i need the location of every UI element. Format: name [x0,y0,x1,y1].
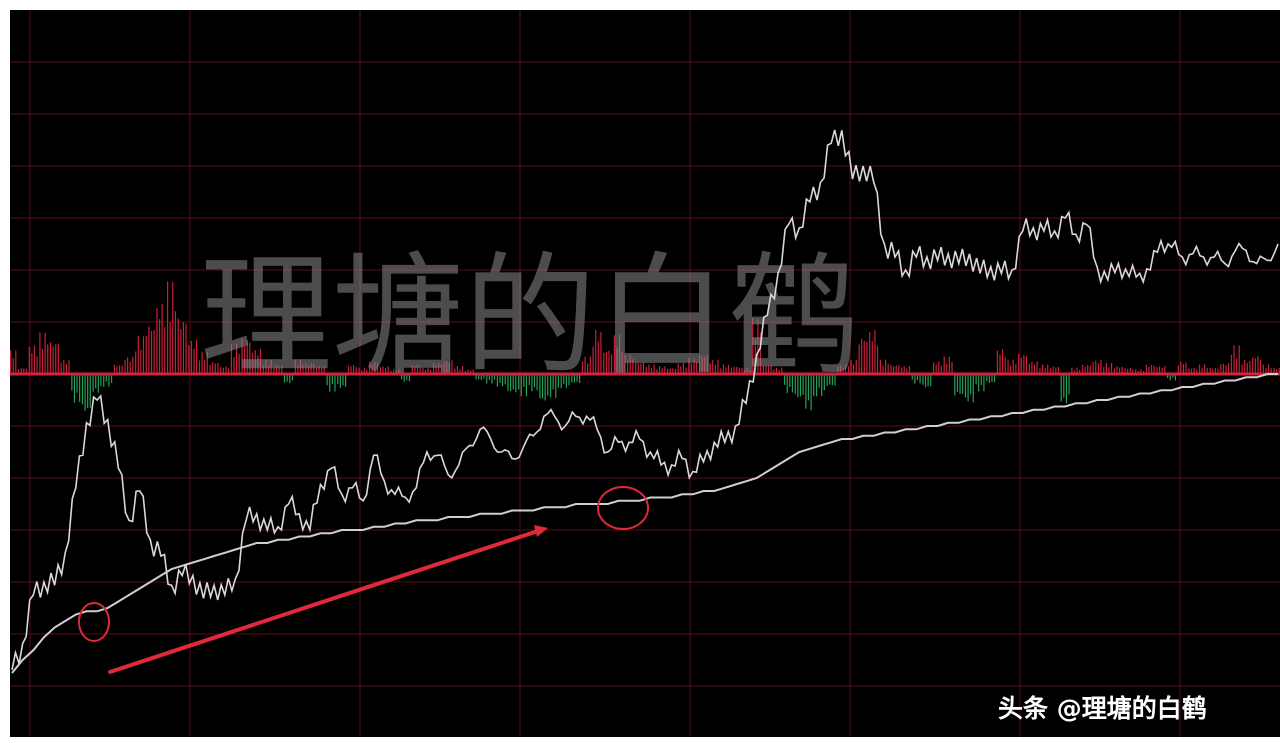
intraday-chart-panel: 理塘的白鹤 头条 @理塘的白鹤 [10,10,1280,737]
watermark-text: 理塘的白鹤 [200,240,860,394]
annotations [78,486,649,674]
low-point-circle-1 [78,602,110,642]
intraday-chart: 理塘的白鹤 头条 @理塘的白鹤 [10,10,1280,737]
trend-arrow-head [534,525,548,537]
low-point-circle-2 [597,486,649,530]
price-line [11,129,1279,670]
source-credit: 头条 @理塘的白鹤 [998,694,1207,723]
average-price-line [11,373,1278,674]
trend-arrow [108,529,540,674]
